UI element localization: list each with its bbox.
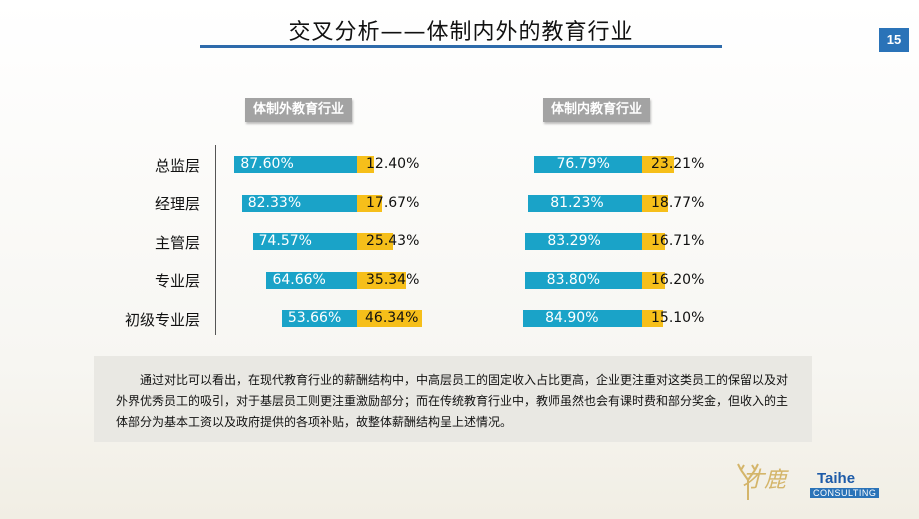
bar-variable-inside-0 [642, 156, 675, 173]
deer-antler-icon [737, 463, 759, 500]
data-label-variable-inside-2: 16.71% [651, 233, 705, 249]
bar-fixed-inside-0 [534, 156, 642, 173]
data-label-fixed-inside-0: 76.79% [556, 156, 610, 172]
brand-logo-subtitle: CONSULTING [810, 488, 880, 498]
bar-variable-outside-1 [357, 195, 382, 212]
slide-title: 交叉分析——体制内外的教育行业 [288, 20, 634, 45]
panel-title-outside: 体制外教育行业 [245, 98, 353, 122]
data-label-fixed-outside-4: 53.66% [287, 310, 342, 326]
bar-variable-outside-2 [357, 233, 393, 250]
summary-textbox: 通过对比可以看出，在现代教育行业的薪酬结构中，中高层员工的固定收入占比更高，企业… [94, 356, 812, 442]
bar-variable-inside-4 [642, 310, 664, 327]
bar-variable-inside-3 [642, 272, 665, 289]
title-underline [200, 45, 722, 48]
data-label-fixed-outside-0: 87.60% [240, 156, 294, 172]
bar-variable-outside-3 [357, 272, 407, 289]
data-label-variable-outside-1: 17.67% [366, 195, 420, 211]
bar-fixed-outside-3 [266, 272, 357, 289]
bar-fixed-outside-4 [281, 310, 357, 327]
data-label-variable-inside-0: 23.21% [651, 156, 705, 172]
bar-fixed-inside-1 [528, 195, 642, 212]
data-label-variable-inside-4: 15.10% [651, 310, 705, 326]
bar-variable-inside-2 [642, 233, 666, 250]
data-label-fixed-inside-3: 83.80% [546, 272, 601, 288]
bar-fixed-inside-3 [524, 272, 642, 289]
data-label-fixed-inside-1: 81.23% [550, 195, 604, 211]
data-label-fixed-inside-2: 83.29% [547, 233, 601, 249]
page-number-badge: 15 [879, 28, 909, 52]
data-label-variable-outside-2: 25.43% [366, 233, 420, 249]
category-label-professional: 专业层 [154, 272, 200, 290]
data-label-variable-inside-1: 18.77% [651, 195, 705, 211]
data-label-variable-outside-3: 35.34% [366, 272, 420, 288]
data-label-variable-outside-0: 12.40% [366, 156, 420, 172]
bar-variable-inside-1 [642, 195, 669, 212]
bar-fixed-outside-1 [241, 195, 357, 212]
bar-fixed-inside-2 [525, 233, 642, 250]
data-label-variable-outside-4: 46.34% [365, 310, 419, 326]
bar-variable-outside-0 [357, 156, 375, 173]
category-axis-line [215, 145, 216, 335]
panel-title-inside: 体制内教育行业 [543, 98, 651, 122]
data-label-fixed-outside-3: 64.66% [272, 272, 326, 288]
bar-fixed-inside-4 [523, 310, 642, 327]
bar-fixed-outside-2 [252, 233, 357, 250]
category-label-manager: 经理层 [154, 195, 200, 213]
brand-logo-name: Taihe [817, 470, 856, 487]
category-label-junior-professional: 初级专业层 [124, 311, 200, 329]
bar-fixed-outside-0 [234, 156, 357, 173]
data-label-variable-inside-3: 16.20% [651, 272, 705, 288]
bar-variable-outside-4 [357, 310, 422, 327]
data-label-fixed-outside-1: 82.33% [247, 195, 302, 211]
brand-logo-chinese: 才鹿 [742, 468, 787, 493]
category-label-director: 总监层 [154, 157, 200, 175]
category-label-supervisor: 主管层 [154, 234, 200, 252]
data-label-fixed-outside-2: 74.57% [258, 233, 312, 249]
data-label-fixed-inside-4: 84.90% [545, 310, 599, 326]
